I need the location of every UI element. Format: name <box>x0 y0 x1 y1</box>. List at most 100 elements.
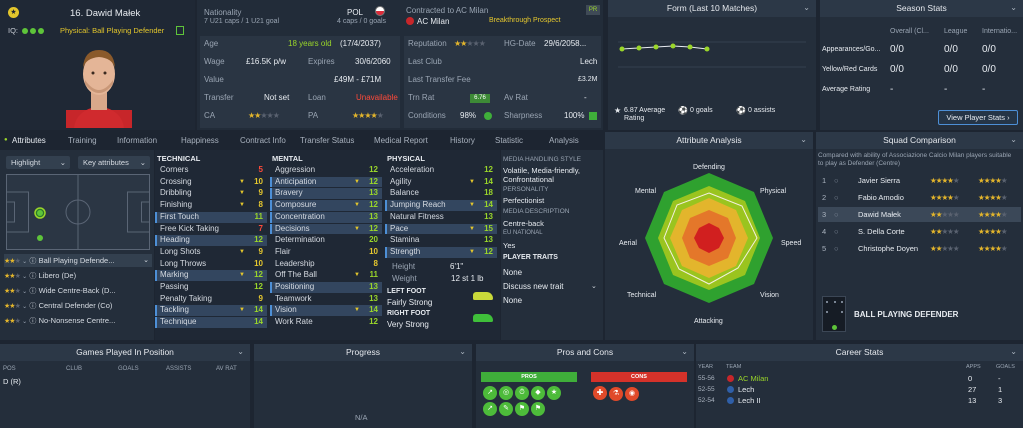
squad-row[interactable]: 2 ○ Fabio Amodio ★★★★★ ★★★★★ <box>818 190 1021 205</box>
role-dropdown-icon[interactable]: ⌄ <box>22 259 28 265</box>
tab-statistic[interactable]: Statistic <box>495 136 524 145</box>
chevron-down-icon[interactable]: ⌄ <box>681 347 688 356</box>
role-row[interactable]: ★★★ ⌄ ⓘ Central Defender (Co) <box>4 299 152 312</box>
pro-icon-tackling[interactable]: ↗ <box>483 402 497 416</box>
chevron-down-icon[interactable]: ⌄ <box>237 347 244 356</box>
attribute-row[interactable]: Marking ▼ 12 <box>155 270 267 282</box>
tab-information[interactable]: Information <box>117 136 158 145</box>
career-team[interactable]: Lech II <box>738 396 761 405</box>
career-team[interactable]: AC Milan <box>738 374 769 383</box>
info-icon[interactable]: ⓘ <box>29 288 37 295</box>
attribute-row[interactable]: Acceleration 12 <box>385 165 497 176</box>
attribute-row[interactable]: Agility ▼ 14 <box>385 177 497 188</box>
attribute-row[interactable]: Heading 12 <box>155 235 267 246</box>
attribute-row[interactable]: Tackling ▼ 14 <box>155 305 267 317</box>
attribute-row[interactable]: Leadership 8 <box>270 259 382 270</box>
tab-contract-info[interactable]: Contract Info <box>240 136 286 145</box>
con-icon-medical[interactable]: ✚ <box>593 386 607 400</box>
attribute-row[interactable]: Free Kick Taking 7 <box>155 224 267 235</box>
pro-icon-passing[interactable]: ↗ <box>483 386 497 400</box>
pro-icon-marking[interactable]: ✎ <box>499 402 513 416</box>
tab-training[interactable]: Training <box>68 136 97 145</box>
info-icon[interactable]: ⓘ <box>29 303 37 310</box>
attribute-row[interactable]: Work Rate 12 <box>270 317 382 328</box>
tab-analysis[interactable]: Analysis <box>549 136 579 145</box>
squad-row[interactable]: 1 ○ Javier Sierra ★★★★★ ★★★★★ <box>818 173 1021 188</box>
attribute-row[interactable]: Teamwork 13 <box>270 294 382 305</box>
attribute-row[interactable]: Finishing ▼ 8 <box>155 200 267 211</box>
role-dropdown-icon[interactable]: ⌄ <box>22 319 28 325</box>
attribute-row[interactable]: Vision ▼ 14 <box>270 305 382 317</box>
attribute-row[interactable]: Balance 18 <box>385 188 497 199</box>
attribute-row[interactable]: Penalty Taking 9 <box>155 294 267 305</box>
role-dropdown-icon[interactable]: ⌄ <box>22 274 28 280</box>
info-icon[interactable]: ⓘ <box>29 273 37 280</box>
last-club-value[interactable]: Lech <box>580 57 598 66</box>
pro-icon-technique[interactable]: ⚑ <box>531 402 545 416</box>
chevron-down-icon[interactable]: ⌄ <box>1010 347 1017 356</box>
attribute-row[interactable]: Jumping Reach ▼ 14 <box>385 200 497 211</box>
tab-attributes[interactable]: Attributes <box>12 136 46 145</box>
pr-badge[interactable]: PR <box>586 5 600 15</box>
chevron-down-icon[interactable]: ⌄ <box>143 257 149 264</box>
squad-row[interactable]: 3 ○ Dawid Małek ★★★★★ ★★★★★ <box>818 207 1021 222</box>
attribute-row[interactable]: Natural Fitness 13 <box>385 212 497 223</box>
con-icon-finishing[interactable]: ◉ <box>625 387 639 401</box>
career-row[interactable]: 52-55 Lech 27 1 <box>696 384 1023 395</box>
role-row[interactable]: ★★★ ⌄ ⓘ No-Nonsense Centre... <box>4 314 152 327</box>
attribute-row[interactable]: Bravery 13 <box>270 188 382 200</box>
pro-icon-vision[interactable]: ◎ <box>499 386 513 400</box>
squad-row[interactable]: 4 ○ S. Della Corte ★★★★★ ★★★★★ <box>818 224 1021 239</box>
attribute-row[interactable]: Determination 20 <box>270 235 382 246</box>
chevron-down-icon[interactable]: ⌄ <box>803 3 810 12</box>
attribute-row[interactable]: Long Shots ▼ 9 <box>155 247 267 258</box>
key-attributes-dropdown[interactable]: Key attributes ⌄ <box>78 156 150 169</box>
squad-row[interactable]: 5 ○ Christophe Doyen ★★★★★ ★★★★★ <box>818 241 1021 256</box>
role-dropdown-icon[interactable]: ⌄ <box>22 289 28 295</box>
attribute-row[interactable]: Dribbling ▼ 9 <box>155 188 267 199</box>
attribute-row[interactable]: Stamina 13 <box>385 235 497 246</box>
pro-icon-stamina[interactable]: ⏱ <box>515 386 529 400</box>
tab-happiness[interactable]: Happiness <box>181 136 219 145</box>
attribute-row[interactable]: Composure ▼ 12 <box>270 200 382 211</box>
role-dropdown-icon[interactable]: ⌄ <box>22 304 28 310</box>
chevron-down-icon[interactable]: ⌄ <box>800 135 807 144</box>
career-row[interactable]: 55-56 AC Milan 0 - <box>696 373 1023 384</box>
attribute-row[interactable]: Flair 10 <box>270 247 382 258</box>
tab-medical-report[interactable]: Medical Report <box>374 136 428 145</box>
highlight-dropdown[interactable]: Highlight ⌄ <box>6 156 70 169</box>
attribute-row[interactable]: Crossing ▼ 10 <box>155 177 267 188</box>
role-row[interactable]: ★★★ ⌄ ⓘ Libero (De) <box>4 269 152 282</box>
attribute-row[interactable]: Off The Ball ▼ 11 <box>270 270 382 281</box>
chevron-down-icon[interactable]: ⌄ <box>591 283 597 290</box>
attribute-row[interactable]: Corners 5 <box>155 165 267 176</box>
chevron-down-icon[interactable]: ⌄ <box>1010 135 1017 144</box>
edit-icon[interactable] <box>176 26 184 35</box>
career-row[interactable]: 52-54 Lech II 13 3 <box>696 395 1023 406</box>
club-name[interactable]: AC Milan <box>417 17 450 26</box>
attribute-row[interactable]: Positioning 13 <box>270 282 382 293</box>
attribute-row[interactable]: First Touch 11 <box>155 211 267 223</box>
pro-icon-balance[interactable]: ⚑ <box>515 402 529 416</box>
career-team[interactable]: Lech <box>738 385 755 394</box>
tab-history[interactable]: History <box>450 136 475 145</box>
chevron-down-icon[interactable]: ⌄ <box>459 347 466 356</box>
attribute-row[interactable]: Anticipation ▼ 12 <box>270 176 382 188</box>
attribute-row[interactable]: Pace ▼ 15 <box>385 223 497 235</box>
attribute-row[interactable]: Technique 14 <box>155 317 267 328</box>
attribute-row[interactable]: Long Throws 10 <box>155 259 267 270</box>
tab-transfer-status[interactable]: Transfer Status <box>300 136 355 145</box>
discuss-trait-button[interactable]: Discuss new trait <box>503 282 564 291</box>
con-icon-setpieces[interactable]: ⚗ <box>609 387 623 401</box>
info-icon[interactable]: ⓘ <box>29 318 37 325</box>
role-row[interactable]: ★★★ ⌄ ⓘ Ball Playing Defende... ⌄ <box>4 254 152 267</box>
attribute-row[interactable]: Passing 12 <box>155 282 267 293</box>
chevron-down-icon[interactable]: ⌄ <box>1010 3 1017 12</box>
attribute-row[interactable]: Aggression 12 <box>270 165 382 176</box>
view-player-stats-button[interactable]: View Player Stats › <box>938 110 1018 125</box>
role-row[interactable]: ★★★ ⌄ ⓘ Wide Centre-Back (D... <box>4 284 152 297</box>
attribute-row[interactable]: Concentration 13 <box>270 211 382 223</box>
pro-icon-star[interactable]: ★ <box>547 386 561 400</box>
pro-icon-strength[interactable]: ◆ <box>531 386 545 400</box>
attribute-row[interactable]: Decisions ▼ 12 <box>270 223 382 235</box>
